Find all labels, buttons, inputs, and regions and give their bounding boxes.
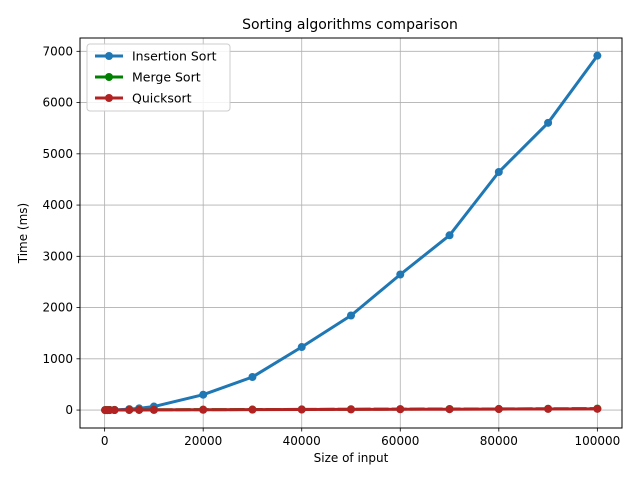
x-axis-label: Size of input xyxy=(314,451,389,465)
y-tick-label: 7000 xyxy=(42,44,73,58)
y-tick-label: 1000 xyxy=(42,352,73,366)
data-point xyxy=(396,405,405,414)
legend-label: Insertion Sort xyxy=(132,49,217,64)
data-point xyxy=(347,311,355,320)
legend: Insertion Sort Merge Sort Quicksort xyxy=(86,43,231,112)
data-point xyxy=(125,405,134,414)
y-tick-label: 5000 xyxy=(42,147,73,161)
data-point xyxy=(593,51,602,60)
data-point xyxy=(494,168,503,177)
axis-ticks: 0 20000 40000 60000 80000 100000 0 1000 2000 3000… xyxy=(42,44,620,448)
data-point xyxy=(199,405,208,414)
legend-marker xyxy=(105,73,113,81)
chart-title: Sorting algorithms comparison xyxy=(242,17,458,33)
data-point xyxy=(396,270,405,279)
data-point xyxy=(135,405,144,414)
data-point xyxy=(494,405,503,414)
legend-label: Quicksort xyxy=(132,91,192,106)
data-point xyxy=(544,404,553,413)
y-tick-label: 3000 xyxy=(42,249,73,263)
grid-lines xyxy=(80,38,622,428)
series-lines xyxy=(101,51,602,415)
data-point xyxy=(297,405,306,414)
x-tick-label: 0 xyxy=(101,434,109,448)
y-tick-label: 2000 xyxy=(42,301,73,315)
data-point xyxy=(248,373,257,382)
y-tick-label: 0 xyxy=(65,403,73,417)
data-point xyxy=(297,343,306,352)
data-point xyxy=(110,406,119,415)
legend-marker xyxy=(105,52,113,60)
y-tick-label: 6000 xyxy=(42,96,73,110)
legend-label: Merge Sort xyxy=(132,70,201,85)
legend-box xyxy=(86,43,231,112)
data-point xyxy=(347,405,355,414)
data-point xyxy=(248,405,257,414)
y-axis-label: Time (ms) xyxy=(16,203,30,265)
series-quicksort xyxy=(101,404,602,415)
data-point xyxy=(593,404,602,413)
y-tick-label: 4000 xyxy=(42,198,73,212)
data-point xyxy=(445,405,454,414)
data-point xyxy=(199,390,208,399)
plot-frame xyxy=(79,37,623,429)
legend-marker xyxy=(105,94,113,102)
x-tick-label: 40000 xyxy=(283,434,321,448)
x-tick-label: 20000 xyxy=(184,434,222,448)
x-tick-label: 60000 xyxy=(381,434,419,448)
data-point xyxy=(445,231,454,240)
x-tick-label: 80000 xyxy=(480,434,518,448)
data-point xyxy=(149,405,158,414)
data-point xyxy=(544,118,553,127)
x-tick-label: 100000 xyxy=(574,434,620,448)
